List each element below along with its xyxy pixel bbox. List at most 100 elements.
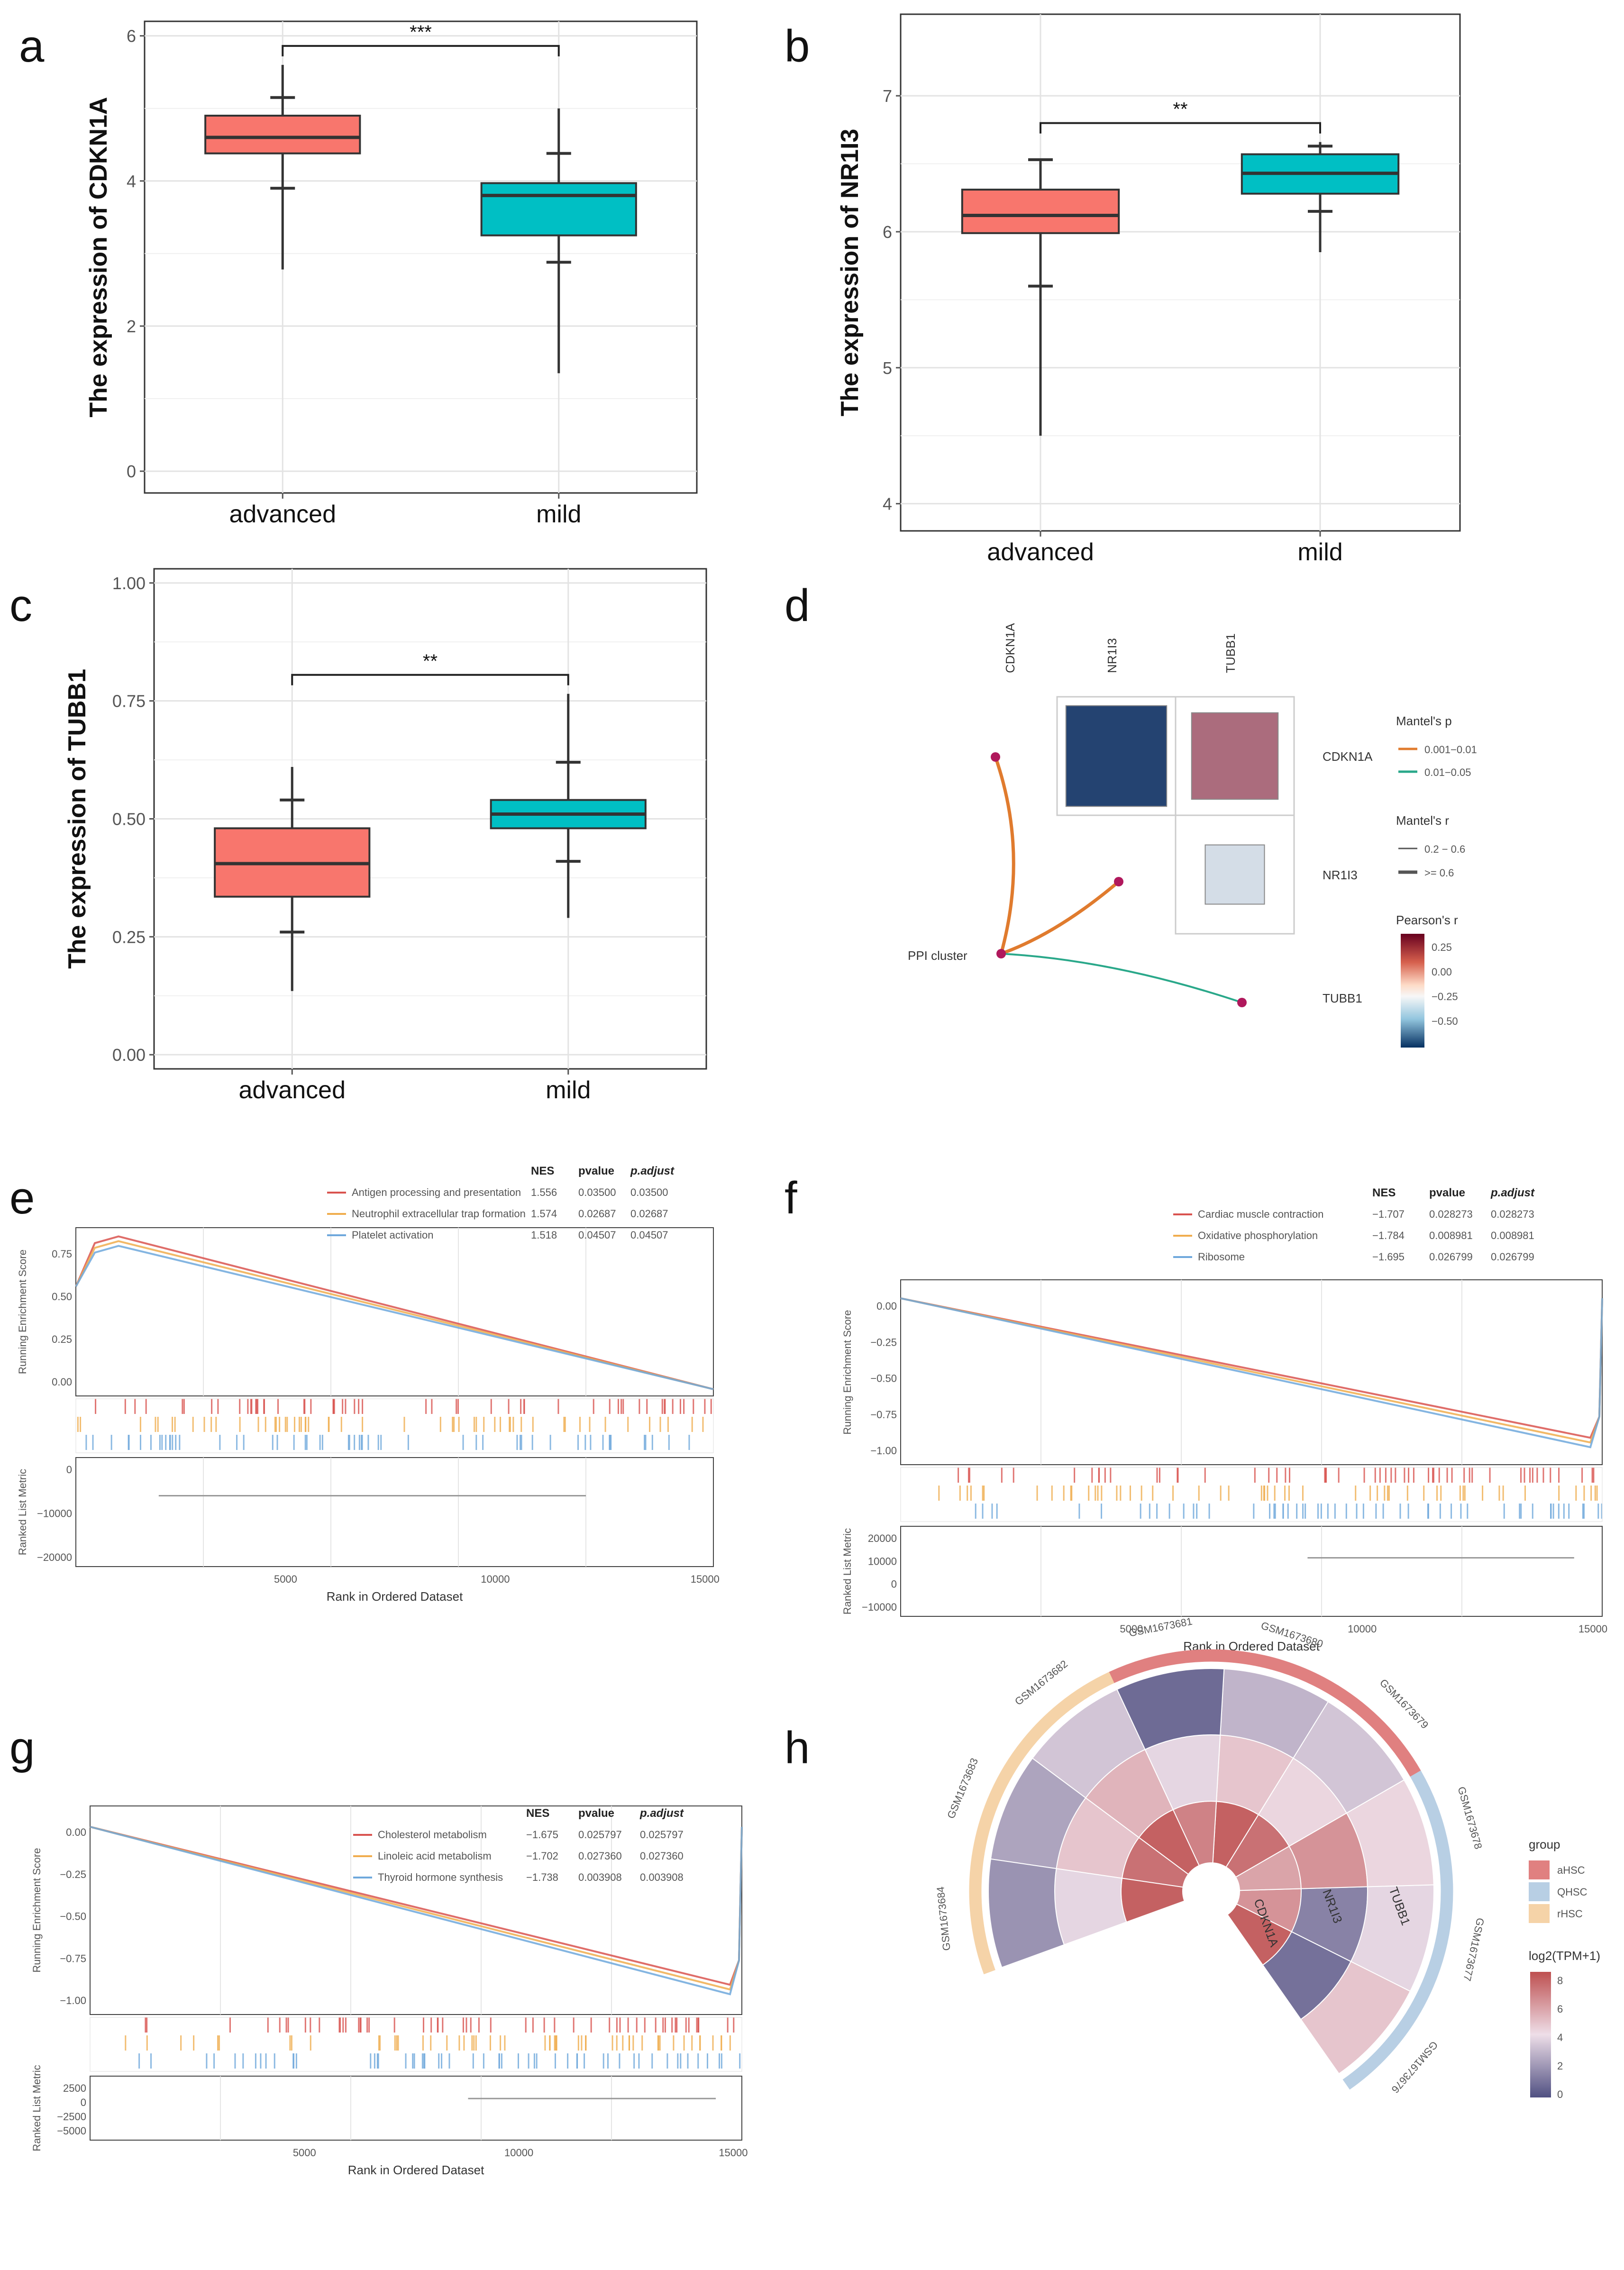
y-axis-title-top: Running Enrichment Score: [31, 1848, 43, 1973]
table-padjust: 0.03500: [630, 1186, 668, 1198]
group-arc-rHSC: [971, 1746, 1027, 1859]
heat-cell-GSM1673677-TUBB1: [1350, 1884, 1434, 1992]
es-y-tick-label: 0.75: [52, 1248, 72, 1260]
table-nes: 1.574: [531, 1208, 557, 1220]
panel-label-g: g: [9, 1723, 35, 1773]
heat-cell-GSM1673682-TUBB1: [1031, 1688, 1146, 1799]
table-pvalue: 0.003908: [578, 1871, 622, 1883]
colorbar-tick-label: 0.00: [1432, 966, 1452, 978]
table-pvalue: 0.04507: [578, 1229, 616, 1241]
legend-series-name: Thyroid hormone synthesis: [378, 1871, 503, 1883]
x-axis-title: Rank in Ordered Dataset: [327, 1589, 463, 1604]
panel-label-f: f: [785, 1173, 797, 1223]
legend-item: 0.2 − 0.6: [1424, 843, 1465, 855]
group-arc-QHSC: [1342, 1994, 1428, 2090]
table-nes: 1.518: [531, 1229, 557, 1241]
significance-bracket: [1040, 122, 1321, 134]
significance-bracket: [291, 674, 569, 685]
x-tick-label: 5000: [274, 1573, 297, 1585]
y-tick-label: 0: [127, 462, 136, 481]
x-category-label: mild: [546, 1076, 591, 1104]
significance-bracket: [282, 45, 560, 56]
table-pvalue: 0.025797: [578, 1829, 622, 1841]
node-CDKN1A: [991, 752, 1000, 762]
metric-y-tick-label: −20000: [37, 1551, 72, 1563]
es-curve-1: [75, 1240, 714, 1390]
x-tick-label: 15000: [719, 2147, 748, 2159]
x-tick-label: 15000: [691, 1573, 720, 1585]
legend-series-name: Platelet activation: [352, 1229, 433, 1241]
legend-title: Mantel's r: [1396, 813, 1449, 828]
table-nes: −1.702: [526, 1850, 558, 1862]
y-tick-label: 7: [883, 86, 892, 106]
y-tick-label: 2: [127, 317, 136, 336]
colorbar-tick-label: 2: [1557, 2060, 1563, 2072]
table-header: p.adjust: [639, 1807, 684, 1820]
legend-title: Pearson's r: [1396, 913, 1458, 927]
table-padjust: 0.003908: [640, 1871, 684, 1883]
group-arc-QHSC: [1410, 1770, 1453, 1885]
y-tick-label: 0.50: [112, 810, 146, 829]
table-nes: −1.675: [526, 1829, 558, 1841]
table-nes: −1.707: [1372, 1208, 1405, 1220]
significance-label: ***: [410, 22, 432, 43]
group-arc-aHSC: [1108, 1649, 1226, 1684]
es-y-tick-label: −1.00: [870, 1445, 897, 1457]
table-pvalue: 0.026799: [1429, 1251, 1473, 1263]
legend-series-name: Antigen processing and presentation: [352, 1186, 521, 1198]
es-y-tick-label: −0.50: [60, 1911, 86, 1923]
table-nes: −1.695: [1372, 1251, 1405, 1263]
heat-cell-GSM1673680-TUBB1: [1220, 1668, 1329, 1759]
x-category-label: advanced: [229, 501, 336, 528]
plot-panel-border: [900, 13, 1461, 532]
y-tick-label: 0.00: [112, 1045, 146, 1065]
mantel-link-CDKN1A: [994, 756, 1015, 954]
group-arc-aHSC: [1331, 1685, 1421, 1777]
table-pvalue: 0.027360: [578, 1850, 622, 1862]
group-arc-rHSC: [969, 1856, 995, 1975]
node-TUBB1: [1237, 998, 1247, 1007]
table-nes: 1.556: [531, 1186, 557, 1198]
y-tick-label: 0.75: [112, 692, 146, 711]
x-category-label: advanced: [987, 538, 1094, 566]
colorbar-tick-label: −0.50: [1432, 1015, 1458, 1027]
y-axis-title-bottom: Ranked List Metric: [31, 2065, 43, 2151]
legend-series-name: Linoleic acid metabolism: [378, 1850, 492, 1862]
table-header: NES: [526, 1807, 549, 1820]
es-curve-2: [900, 1297, 1603, 1449]
table-pvalue: 0.028273: [1429, 1208, 1473, 1220]
es-y-tick-label: 0.50: [52, 1291, 72, 1303]
metric-y-tick-label: 20000: [868, 1532, 897, 1544]
legend-title: Mantel's p: [1396, 714, 1452, 728]
panel-b-boxplot: 4 5 6 7 advanced mild ** The expression of NR1I…: [836, 13, 1461, 566]
hit-region-border: [900, 1467, 1603, 1522]
metric-panel-border: [900, 1526, 1603, 1617]
es-y-tick-label: −0.25: [60, 1869, 86, 1880]
table-pvalue: 0.03500: [578, 1186, 616, 1198]
hit-region-border: [90, 2017, 742, 2072]
colorbar-tick-label: 8: [1557, 1975, 1563, 1987]
es-curve-2: [75, 1245, 714, 1390]
legend-title: group: [1529, 1837, 1560, 1851]
heat-cell-GSM1673681-TUBB1: [1116, 1668, 1225, 1750]
heat-cell-GSM1673679-TUBB1: [1292, 1701, 1405, 1814]
legend-series-name: Cholesterol metabolism: [378, 1829, 487, 1841]
box-advanced: [204, 115, 361, 155]
heatmap-square-NR1I3-TUBB1: [1204, 844, 1265, 905]
metric-y-tick-label: 10000: [868, 1555, 897, 1567]
column-label-CDKN1A: CDKN1A: [1003, 623, 1017, 673]
panel-a-boxplot: 0 2 4 6 advanced mild *** The expression of CDK…: [85, 20, 698, 528]
panel-label-h: h: [785, 1723, 810, 1773]
metric-y-tick-label: −10000: [862, 1601, 897, 1613]
panel-g-gsea-plot: 0.00 −0.25 −0.50 −0.75 −1.00 2500 0 −2500 −5000 5…: [31, 1805, 748, 2177]
panel-f-gsea-plot: 0.00 −0.25 −0.50 −0.75 −1.00 20000 10000 0 −1000…: [841, 1186, 1607, 1653]
x-tick-label: 5000: [1120, 1623, 1143, 1635]
group-arc-aHSC: [1224, 1650, 1339, 1696]
legend-series-name: Ribosome: [1198, 1251, 1245, 1263]
table-padjust: 0.008981: [1491, 1230, 1534, 1241]
table-padjust: 0.026799: [1491, 1251, 1534, 1263]
box-advanced: [961, 189, 1120, 234]
es-y-tick-label: 0.00: [52, 1376, 72, 1388]
colorbar-tick-label: 0.25: [1432, 941, 1452, 953]
group-arc-QHSC: [1416, 1884, 1453, 2000]
